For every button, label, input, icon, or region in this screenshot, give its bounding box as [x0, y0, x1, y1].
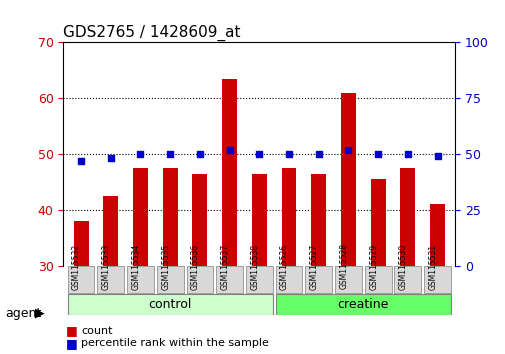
Text: GSM115538: GSM115538 — [250, 244, 259, 290]
Point — [195, 151, 204, 157]
Text: ■: ■ — [66, 325, 77, 337]
Point — [225, 147, 233, 152]
FancyBboxPatch shape — [216, 266, 242, 293]
Text: count: count — [81, 326, 112, 336]
FancyBboxPatch shape — [275, 294, 450, 315]
Text: GSM115537: GSM115537 — [220, 243, 229, 290]
Text: GSM115534: GSM115534 — [131, 243, 140, 290]
FancyBboxPatch shape — [423, 266, 450, 293]
FancyBboxPatch shape — [245, 266, 272, 293]
Bar — [281, 168, 296, 266]
FancyBboxPatch shape — [68, 294, 272, 315]
Bar — [251, 173, 266, 266]
Point — [344, 147, 352, 152]
Bar — [370, 179, 385, 266]
FancyBboxPatch shape — [97, 266, 124, 293]
Point — [255, 151, 263, 157]
Point — [433, 153, 441, 159]
FancyBboxPatch shape — [157, 266, 183, 293]
Point — [136, 151, 144, 157]
Bar — [340, 93, 355, 266]
Bar — [133, 168, 147, 266]
Point — [314, 151, 322, 157]
FancyBboxPatch shape — [186, 266, 213, 293]
Text: GDS2765 / 1428609_at: GDS2765 / 1428609_at — [63, 25, 240, 41]
Bar — [311, 173, 326, 266]
Text: ■: ■ — [66, 337, 77, 350]
FancyBboxPatch shape — [394, 266, 420, 293]
Text: GSM115526: GSM115526 — [279, 244, 288, 290]
Point — [284, 151, 292, 157]
Text: creatine: creatine — [337, 298, 388, 311]
Text: control: control — [148, 298, 191, 311]
Text: agent: agent — [5, 307, 41, 320]
Text: ▶: ▶ — [35, 307, 45, 320]
Text: GSM115535: GSM115535 — [161, 243, 170, 290]
Text: percentile rank within the sample: percentile rank within the sample — [81, 338, 268, 348]
Point — [77, 158, 85, 164]
Bar — [103, 196, 118, 266]
Text: GSM115527: GSM115527 — [309, 244, 318, 290]
Text: GSM115533: GSM115533 — [102, 243, 111, 290]
Bar — [163, 168, 177, 266]
Text: GSM115536: GSM115536 — [190, 243, 199, 290]
Point — [107, 156, 115, 161]
Point — [373, 151, 381, 157]
FancyBboxPatch shape — [364, 266, 391, 293]
FancyBboxPatch shape — [305, 266, 331, 293]
Point — [403, 151, 411, 157]
FancyBboxPatch shape — [275, 266, 302, 293]
Bar — [429, 204, 444, 266]
Text: GSM115530: GSM115530 — [398, 243, 407, 290]
Bar — [222, 79, 236, 266]
Bar — [399, 168, 415, 266]
Bar — [74, 221, 88, 266]
Bar — [192, 173, 207, 266]
FancyBboxPatch shape — [127, 266, 154, 293]
Text: GSM115528: GSM115528 — [339, 244, 348, 290]
FancyBboxPatch shape — [334, 266, 361, 293]
Point — [166, 151, 174, 157]
Text: GSM115532: GSM115532 — [72, 244, 81, 290]
Text: GSM115531: GSM115531 — [428, 244, 437, 290]
Text: GSM115529: GSM115529 — [369, 244, 377, 290]
FancyBboxPatch shape — [68, 266, 94, 293]
